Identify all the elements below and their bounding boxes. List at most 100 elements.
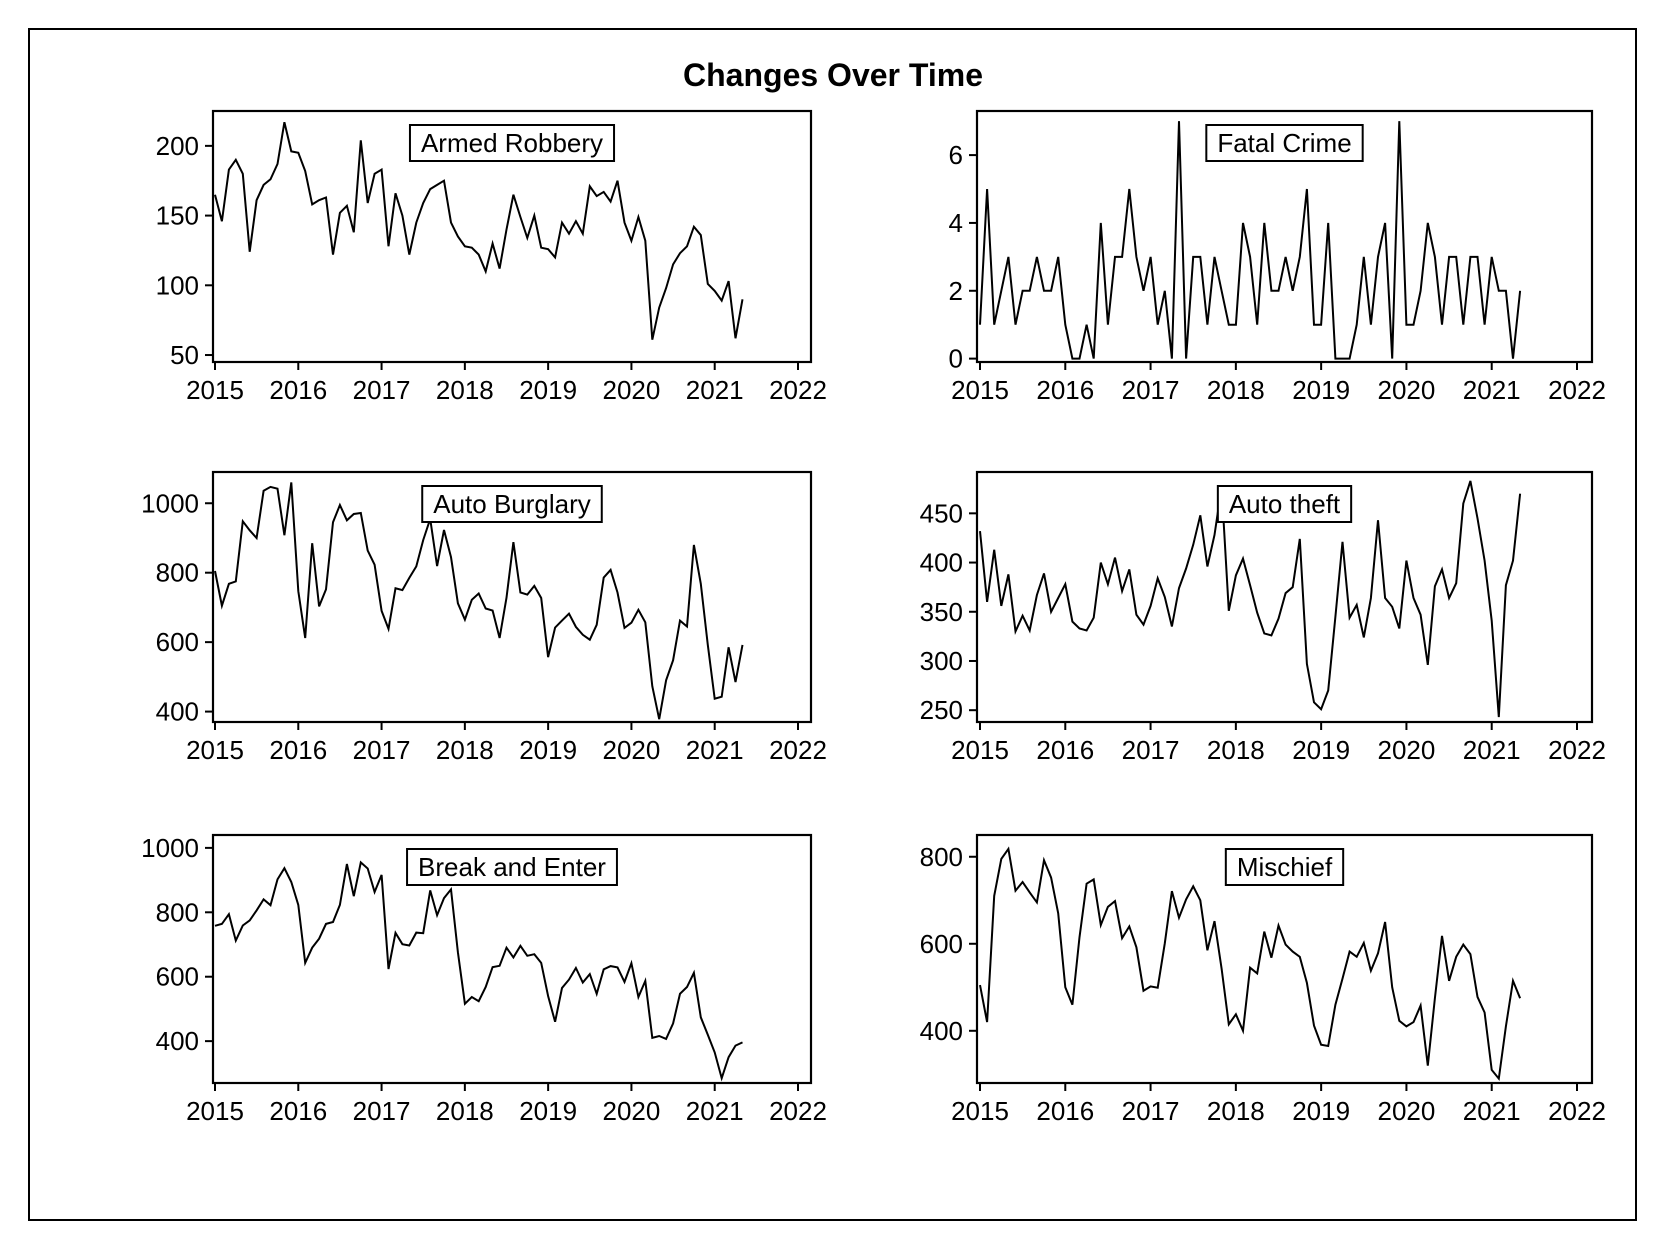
x-tick-label: 2015 [186, 375, 244, 405]
x-tick-label: 2022 [769, 1096, 827, 1126]
x-tick-label: 2018 [436, 375, 494, 405]
x-tick-label: 2017 [353, 375, 411, 405]
x-tick-label: 2015 [186, 1096, 244, 1126]
legend-box [1224, 848, 1345, 886]
y-tick-label: 6 [949, 140, 963, 170]
y-tick-label: 4 [949, 208, 963, 238]
x-tick-label: 2019 [1292, 1096, 1350, 1126]
plot-frame [211, 833, 813, 1085]
series-line-armed-robbery [214, 121, 744, 340]
plot-frame [975, 109, 1594, 364]
x-tick-label: 2021 [1463, 1096, 1521, 1126]
x-tick-label: 2021 [1463, 735, 1521, 765]
y-tick-label: 400 [156, 1026, 199, 1056]
x-tick-label: 2017 [1122, 375, 1180, 405]
y-tick-label: 600 [156, 962, 199, 992]
plot-frame [211, 470, 813, 724]
x-tick-label: 2018 [1207, 735, 1265, 765]
plot-frame [975, 833, 1594, 1085]
x-tick-label: 2017 [1122, 1096, 1180, 1126]
plot-frame [211, 109, 813, 364]
legend-label: Fatal Crime [1217, 128, 1351, 158]
x-tick-label: 2015 [186, 735, 244, 765]
x-tick-label: 2018 [436, 1096, 494, 1126]
panel-auto-burglary: 2015 2016 2017 2018 2019 2020 2021 2022 400 600 80… [141, 470, 827, 765]
y-tick-label: 400 [920, 548, 963, 578]
y-tick-label: 800 [920, 842, 963, 872]
panel-mischief: 2015 2016 2017 2018 2019 2020 2021 2022 400 600 80… [920, 833, 1606, 1126]
panels: 2015 2016 2017 2018 2019 2020 2021 2022 50 100 150… [141, 109, 1606, 1126]
y-tick-label: 150 [156, 201, 199, 231]
x-tick-label: 2021 [686, 1096, 744, 1126]
y-tick-label: 450 [920, 498, 963, 528]
x-tick-label: 2020 [603, 735, 661, 765]
legend-box [408, 124, 616, 162]
panel-break-and-enter: 2015 2016 2017 2018 2019 2020 2021 2022 400 600 80… [141, 833, 827, 1126]
x-tick-label: 2019 [519, 735, 577, 765]
y-tick-label: 0 [949, 344, 963, 374]
legend-label: Break and Enter [418, 852, 606, 882]
legend-box [1205, 124, 1364, 162]
y-tick-label: 100 [156, 270, 199, 300]
panel-armed-robbery: 2015 2016 2017 2018 2019 2020 2021 2022 50 100 150… [156, 109, 827, 405]
x-tick-label: 2016 [269, 375, 327, 405]
x-tick-label: 2020 [1378, 735, 1436, 765]
legend-label: Auto Burglary [433, 489, 591, 519]
x-tick-label: 2016 [269, 1096, 327, 1126]
x-tick-label: 2016 [1036, 375, 1094, 405]
x-tick-label: 2017 [1122, 735, 1180, 765]
x-tick-label: 2020 [603, 375, 661, 405]
y-tick-label: 350 [920, 597, 963, 627]
x-tick-label: 2020 [1378, 375, 1436, 405]
legend-mischief: Mischief [1224, 848, 1345, 886]
x-tick-label: 2021 [686, 735, 744, 765]
y-tick-label: 600 [156, 627, 199, 657]
x-tick-label: 2022 [1548, 375, 1606, 405]
legend-break-and-enter: Break and Enter [406, 848, 618, 886]
x-tick-label: 2020 [1378, 1096, 1436, 1126]
legend-box [1216, 485, 1353, 523]
panel-auto-theft: 2015 2016 2017 2018 2019 2020 2021 2022 250 300 35… [920, 470, 1606, 765]
series-line-mischief [979, 846, 1522, 1082]
series-line-auto-theft [979, 480, 1522, 718]
y-tick-label: 800 [156, 558, 199, 588]
x-tick-label: 2015 [951, 1096, 1009, 1126]
x-tick-label: 2016 [1036, 1096, 1094, 1126]
x-tick-label: 2022 [1548, 735, 1606, 765]
y-tick-label: 200 [156, 131, 199, 161]
y-tick-label: 2 [949, 276, 963, 306]
x-tick-label: 2018 [1207, 1096, 1265, 1126]
legend-auto-burglary: Auto Burglary [421, 485, 603, 523]
x-tick-label: 2015 [951, 375, 1009, 405]
y-tick-label: 1000 [141, 488, 199, 518]
x-tick-label: 2021 [686, 375, 744, 405]
x-tick-label: 2019 [519, 375, 577, 405]
legend-fatal-crime: Fatal Crime [1205, 124, 1364, 162]
x-tick-label: 2015 [951, 735, 1009, 765]
panel-fatal-crime: 2015 2016 2017 2018 2019 2020 2021 2022 0 2 4 6 Fata… [949, 109, 1606, 405]
chart-title: Changes Over Time [683, 57, 983, 93]
series-line-break-and-enter [214, 860, 743, 1082]
y-tick-label: 400 [920, 1016, 963, 1046]
x-tick-label: 2020 [603, 1096, 661, 1126]
x-tick-label: 2022 [1548, 1096, 1606, 1126]
x-tick-label: 2019 [519, 1096, 577, 1126]
y-tick-label: 400 [156, 697, 199, 727]
y-tick-label: 50 [170, 340, 199, 370]
series-line-auto-burglary [214, 482, 744, 720]
y-tick-label: 250 [920, 695, 963, 725]
legend-armed-robbery: Armed Robbery [408, 124, 616, 162]
x-tick-label: 2019 [1292, 375, 1350, 405]
y-tick-label: 600 [920, 929, 963, 959]
outer-frame [28, 28, 1637, 1221]
legend-label: Armed Robbery [421, 128, 603, 158]
x-tick-label: 2016 [269, 735, 327, 765]
plot-frame [975, 470, 1594, 724]
x-tick-label: 2022 [769, 735, 827, 765]
y-tick-label: 1000 [141, 833, 199, 863]
x-tick-label: 2017 [353, 735, 411, 765]
x-tick-label: 2019 [1292, 735, 1350, 765]
legend-box [406, 848, 618, 886]
x-tick-label: 2021 [1463, 375, 1521, 405]
